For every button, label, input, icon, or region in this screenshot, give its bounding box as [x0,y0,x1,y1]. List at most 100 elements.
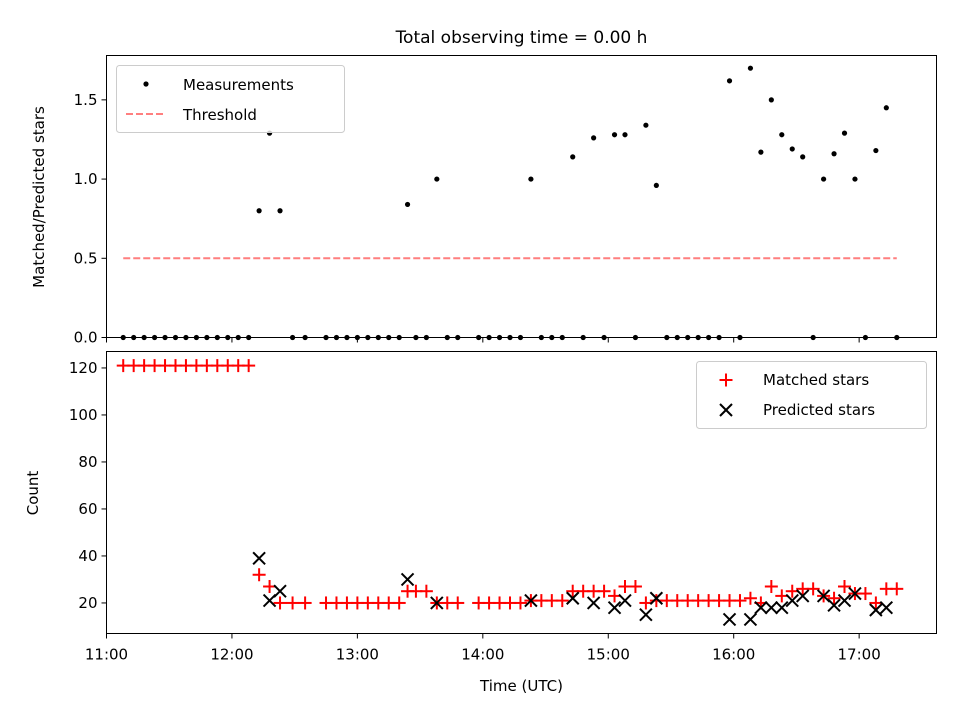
bottom-axes-frame [106,351,937,634]
predicted-star-point [252,551,266,566]
matched-star-point [785,584,799,598]
matched-star-point [733,594,747,608]
predicted-star-point [524,593,538,608]
matched-star-point [513,596,527,610]
measurement-point [570,154,576,160]
predicted-star-point [586,596,601,610]
bottom-x-tick-label: 14:00 [461,646,504,664]
measurement-point [873,147,879,154]
predicted-star-point [743,612,758,627]
measurement-point [747,65,754,71]
measurement-point [528,176,534,182]
predicted-star-point [837,593,852,608]
predicted-star-point [764,600,779,615]
bottom-y-tick-label: 120 [69,359,98,377]
legend-threshold-label: Threshold [182,106,257,124]
measurement-point [831,151,837,157]
bottom-y-ticks: 20 40 60 80 100 120 [69,359,107,612]
matched-star-point [890,582,904,596]
predicted-star-point [430,596,444,610]
measurement-point [591,135,597,141]
matched-star-point [242,359,256,373]
bottom-x-tick-label: 15:00 [587,646,630,664]
bottom-y-tick-label: 20 [78,594,97,612]
predicted-star-point [795,589,810,603]
measurement-point [256,208,262,214]
predicted-star-point [722,612,737,627]
bottom-plot-area [116,359,904,627]
measurement-point [883,105,889,111]
bottom-y-axis-label: Count [24,471,42,516]
legend-measurements-label: Measurements [183,76,294,94]
legend-predicted-label: Predicted stars [763,401,875,419]
predicted-star-point [273,584,287,598]
legend-measurements-marker-icon [143,81,149,87]
bottom-y-tick-label: 60 [78,500,97,518]
measurement-point [277,208,283,214]
bottom-x-tick-label: 13:00 [336,646,379,664]
matched-star-point [451,596,465,610]
measurement-point [779,132,785,138]
matched-star-point [858,587,872,601]
measurement-point [758,149,764,155]
legend-predicted-x-icon [719,403,733,417]
measurement-point [726,78,733,84]
matched-star-point [827,591,841,605]
top-y-tick-label: 0.5 [74,249,98,267]
top-axes-frame [106,55,937,338]
matched-star-point [743,591,757,605]
predicted-star-point [618,593,632,608]
matched-star-point [597,584,611,598]
top-panel: Total observing time = 0.00 h 0.0 0.5 1.0 1… [30,28,937,347]
predicted-star-point [754,600,768,615]
bottom-x-axis-label: Time (UTC) [479,677,563,695]
bottom-x-tick-label: 16:00 [712,646,755,664]
measurement-point [800,154,806,160]
matched-star-point [628,580,642,593]
top-y-tick-label: 0.0 [74,329,98,347]
measurement-point [622,132,628,138]
top-y-axis-label: Matched/Predicted stars [30,106,48,288]
measurement-point [434,176,440,182]
bottom-legend-frame [696,361,927,429]
bottom-x-tick-label: 11:00 [85,646,128,664]
top-legend-frame [116,65,345,133]
matched-star-point [869,596,883,610]
matched-star-point [764,580,778,593]
measurement-point [643,122,649,128]
bottom-legend: Matched stars Predicted stars [696,361,927,429]
matched-star-point [775,589,789,603]
top-y-ticks: 0.0 0.5 1.0 1.5 [74,91,107,347]
matched-star-point [555,594,569,608]
legend-matched-label: Matched stars [763,371,869,389]
predicted-star-point [639,607,653,622]
matched-star-point [392,596,406,610]
bottom-panel: 20 40 60 80 100 120 11:00 12:00 13:00 14:00 15:00… [24,351,937,695]
bottom-x-ticks: 11:00 12:00 13:00 14:00 15:00 16:00 17:00 [85,633,881,664]
measurement-point [852,176,858,182]
measurement-point [611,132,618,138]
bottom-y-tick-label: 80 [78,453,97,471]
matched-star-point [286,596,300,610]
top-legend: Measurements Threshold [116,65,345,133]
bottom-x-tick-label: 12:00 [210,646,253,664]
predicted-star-point [827,598,841,613]
measurement-point [821,176,827,182]
predicted-star-point [566,591,580,605]
top-x-ticks [106,337,860,343]
predicted-star-point [785,593,799,608]
predicted-star-point [879,600,894,615]
matched-star-point [639,596,653,610]
matched-star-point [298,596,312,610]
matched-star-point [806,582,820,596]
matched-star-point [252,568,266,582]
measurement-point [841,130,848,136]
bottom-y-tick-label: 100 [69,406,98,424]
top-title: Total observing time = 0.00 h [395,28,648,48]
legend-matched-plus-icon [719,373,733,387]
matched-star-point [419,584,433,598]
top-y-tick-label: 1.5 [74,91,98,109]
predicted-star-point [649,591,664,605]
predicted-star-point [848,586,862,601]
